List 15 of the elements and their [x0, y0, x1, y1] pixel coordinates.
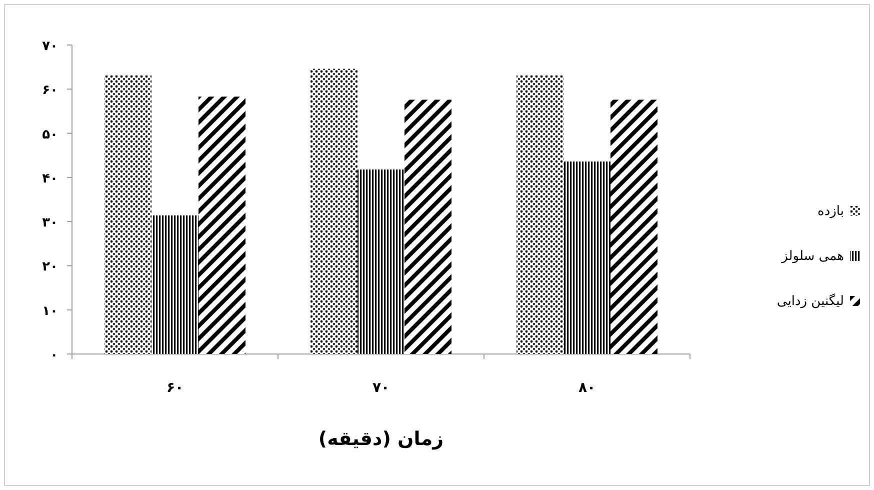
- legend-label: همی سلولز: [780, 249, 844, 264]
- x-tick-label: ۷۰: [372, 380, 390, 396]
- y-tick-label: ۴۰: [42, 171, 58, 186]
- x-axis-title: زمان (دقیقه): [318, 428, 444, 450]
- y-tick-label: ۲۰: [42, 260, 58, 275]
- y-tick-label: ۶۰: [42, 83, 58, 98]
- legend-label: لیگنین زدایی: [776, 293, 844, 309]
- legend-label: بازده: [818, 204, 844, 219]
- y-tick-label: ۵۰: [42, 127, 58, 142]
- y-tick-label: ۰: [50, 348, 58, 363]
- y-tick-label: ۷۰: [42, 39, 58, 54]
- y-tick-label: ۳۰: [42, 216, 58, 231]
- y-tick-label: ۱۰: [42, 304, 58, 319]
- x-tick-label: ۶۰: [166, 380, 184, 396]
- x-tick-label: ۸۰: [578, 380, 596, 396]
